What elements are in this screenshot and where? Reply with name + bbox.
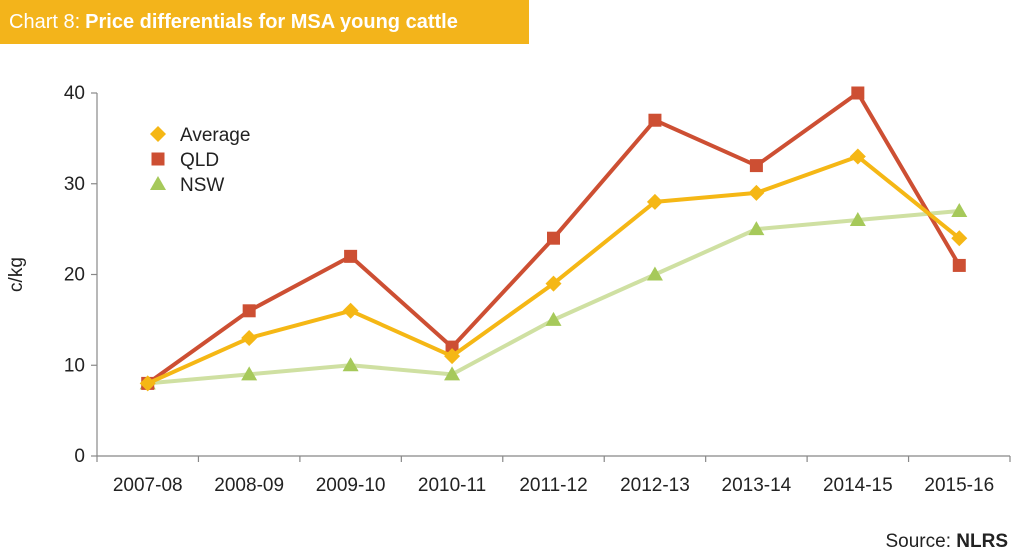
data-point-nsw	[444, 366, 461, 381]
x-tick-label: 2010-11	[418, 475, 486, 496]
data-point-average	[849, 148, 866, 165]
data-point-nsw	[646, 266, 663, 281]
data-point-nsw	[342, 357, 359, 372]
y-tick-label: 10	[64, 355, 85, 376]
y-tick-label: 0	[74, 446, 85, 467]
x-tick-label: 2007-08	[113, 475, 183, 496]
data-point-average	[951, 230, 968, 247]
x-tick-label: 2015-16	[924, 475, 994, 496]
data-point-qld	[445, 340, 459, 354]
y-tick-label: 20	[64, 265, 85, 286]
legend-marker-qld	[151, 152, 165, 166]
data-point-average	[139, 375, 156, 392]
y-tick-label: 30	[64, 174, 85, 195]
x-tick-label: 2011-12	[519, 475, 587, 496]
data-point-nsw	[849, 212, 866, 227]
data-point-nsw	[241, 366, 258, 381]
data-point-nsw	[951, 202, 968, 217]
x-tick-label: 2008-09	[214, 475, 284, 496]
data-point-qld	[749, 159, 763, 173]
data-point-average	[444, 348, 461, 365]
data-point-nsw	[748, 221, 765, 236]
chart-title-bar: Chart 8: Price differentials for MSA you…	[0, 0, 529, 44]
x-tick-label: 2009-10	[316, 475, 386, 496]
data-point-qld	[851, 86, 865, 100]
x-tick-label: 2012-13	[620, 475, 690, 496]
series-line-average	[146, 154, 961, 386]
data-point-average	[646, 193, 663, 210]
y-axis-label: c/kg	[6, 257, 27, 292]
x-tick-label: 2013-14	[722, 475, 792, 496]
data-point-qld	[547, 231, 560, 245]
legend-label-nsw: NSW	[180, 175, 224, 196]
data-point-qld	[344, 249, 358, 263]
y-tick-label: 40	[64, 83, 85, 104]
data-point-qld	[648, 113, 662, 127]
legend-label-average: Average	[180, 125, 250, 146]
legend-marker-nsw	[150, 176, 166, 190]
data-point-nsw	[545, 311, 562, 326]
data-point-average	[545, 275, 562, 292]
data-point-average	[342, 302, 359, 319]
source-label: Source:	[885, 531, 951, 552]
legend-label-qld: QLD	[180, 150, 219, 171]
x-tick-label: 2014-15	[823, 475, 893, 496]
chart-title: Price differentials for MSA young cattle	[85, 10, 458, 33]
data-point-average	[241, 330, 258, 347]
data-point-average	[748, 184, 765, 201]
data-point-qld	[952, 258, 966, 272]
legend-marker-average	[150, 126, 166, 142]
chart-number: Chart 8:	[9, 10, 81, 33]
source-name: NLRS	[956, 531, 1008, 552]
source-note: Source: NLRS	[886, 531, 1009, 553]
data-point-qld	[242, 304, 256, 318]
